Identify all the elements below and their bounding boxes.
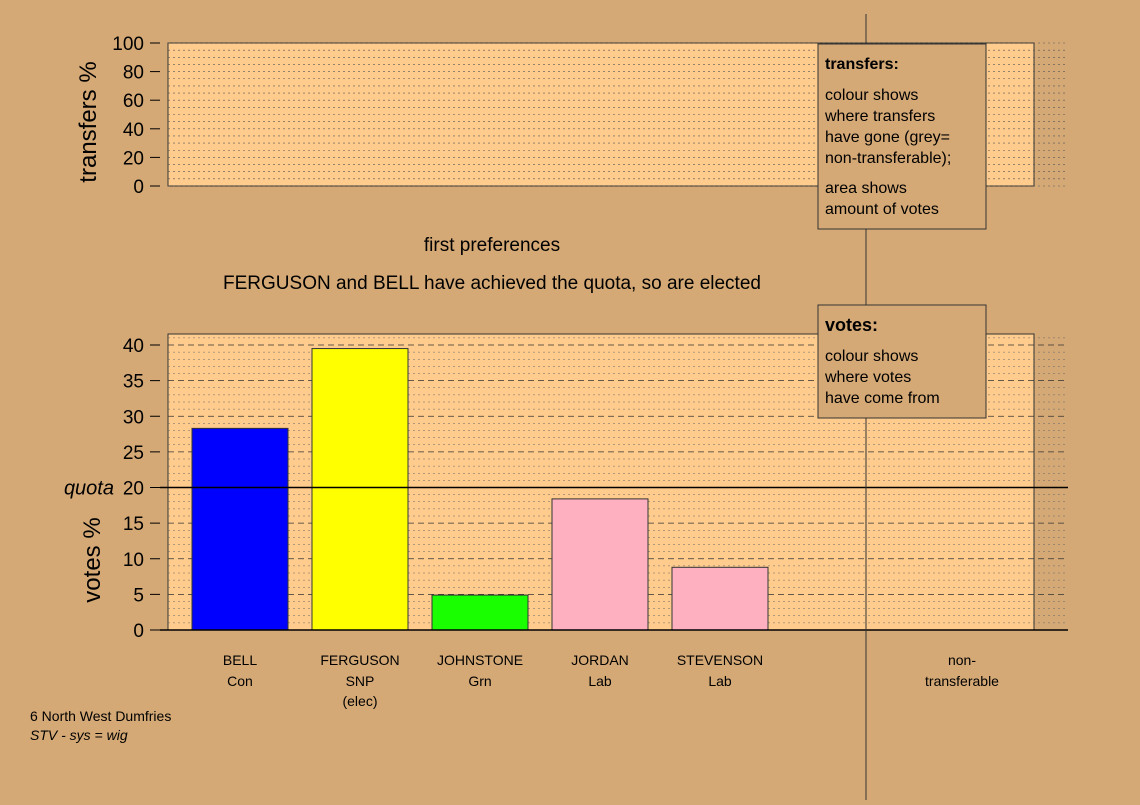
transfers-legend-line: colour shows	[825, 87, 918, 104]
transfers-y-axis-label: transfers %	[75, 61, 102, 182]
y-tick-label: 30	[123, 407, 144, 428]
y-tick-label: 35	[123, 372, 144, 393]
transfers-legend-line: where transfers	[824, 108, 935, 125]
votes-y-ticks: 0 5 10 15 20 25 30 35 40	[123, 336, 160, 642]
voting-system: STV - sys = wig	[30, 727, 128, 743]
votes-legend-line: colour shows	[825, 348, 918, 365]
votes-legend-box	[817, 304, 987, 419]
votes-legend-line: where votes	[824, 369, 911, 386]
y-tick-label: 0	[133, 177, 144, 198]
candidate-name: STEVENSON	[677, 652, 763, 668]
candidate-party: Lab	[588, 673, 612, 689]
candidate-name: JOHNSTONE	[437, 652, 523, 668]
candidate-name: FERGUSON	[320, 652, 399, 668]
votes-chart: 0 5 10 15 20 25 30 35 40 BELL Con FERGUSON SNP (elec…	[64, 333, 1068, 709]
non-transferable-label-line2: transferable	[925, 673, 999, 689]
transfers-legend: transfers: colour shows where transfers …	[817, 43, 987, 230]
y-tick-label: 80	[123, 63, 144, 84]
ward-name: 6 North West Dumfries	[30, 708, 171, 724]
y-tick-label: 20	[123, 479, 144, 500]
transfers-legend-box	[817, 43, 987, 230]
bar-johnstone	[431, 594, 529, 631]
transfers-legend-line: area shows	[825, 180, 907, 197]
votes-y-axis-label: votes %	[79, 517, 106, 602]
candidate-party: Con	[227, 673, 253, 689]
y-tick-label: 5	[133, 585, 144, 606]
transfers-y-ticks: 0 20 40 60 80 100	[112, 34, 160, 198]
votes-legend: votes: colour shows where votes have com…	[817, 304, 987, 419]
transfers-legend-line: amount of votes	[825, 201, 939, 218]
transfers-legend-line: non-transferable);	[825, 150, 951, 167]
y-tick-label: 20	[123, 148, 144, 169]
y-tick-label: 40	[123, 336, 144, 357]
bar-stevenson	[671, 566, 769, 631]
votes-legend-line: have come from	[825, 390, 940, 407]
bar-jordan	[551, 498, 649, 631]
transfers-legend-line: have gone (grey=	[825, 129, 950, 146]
first-preferences-caption: first preferences	[424, 235, 560, 256]
y-tick-label: 40	[123, 120, 144, 141]
candidate-status: (elec)	[342, 693, 377, 709]
votes-legend-title: votes:	[825, 315, 878, 335]
y-tick-label: 15	[123, 514, 144, 535]
candidate-labels: BELL Con FERGUSON SNP (elec) JOHNSTONE Grn JORD…	[223, 652, 763, 709]
candidate-party: SNP	[346, 673, 375, 689]
elected-note: FERGUSON and BELL have achieved the quot…	[223, 273, 761, 294]
transfers-legend-title: transfers:	[825, 56, 899, 73]
bar-ferguson	[311, 348, 409, 631]
votes-bars	[191, 348, 769, 631]
candidate-party: Grn	[468, 673, 491, 689]
y-tick-label: 60	[123, 91, 144, 112]
y-tick-label: 25	[123, 443, 144, 464]
non-transferable-label-line1: non-	[948, 652, 976, 668]
y-tick-label: 0	[133, 621, 144, 642]
candidate-name: BELL	[223, 652, 257, 668]
y-tick-label: 10	[123, 550, 144, 571]
bar-bell	[191, 427, 289, 631]
candidate-name: JORDAN	[571, 652, 629, 668]
candidate-party: Lab	[708, 673, 732, 689]
y-tick-label: 100	[112, 34, 144, 55]
quota-label: quota	[64, 478, 114, 500]
